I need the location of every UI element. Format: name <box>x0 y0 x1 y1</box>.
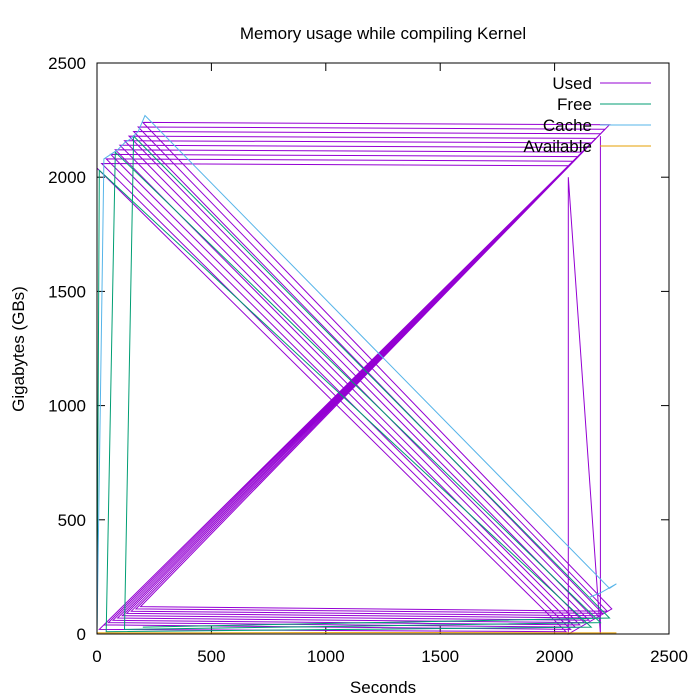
chart-title: Memory usage while compiling Kernel <box>240 24 526 43</box>
legend-label-used: Used <box>552 74 592 93</box>
y-tick-label: 500 <box>58 511 86 530</box>
series-line-used <box>96 121 613 635</box>
legend-label-cache: Cache <box>543 116 592 135</box>
series-layer <box>96 114 617 635</box>
plot-frame <box>96 62 670 635</box>
x-tick-label: 2000 <box>536 647 574 666</box>
series-line-free <box>96 134 611 635</box>
legend: Used Free Cache Available <box>523 74 651 156</box>
series-line-cache <box>96 114 617 635</box>
x-tick-label: 500 <box>197 647 225 666</box>
x-tick-label: 2500 <box>650 647 688 666</box>
x-tick-label: 0 <box>92 647 101 666</box>
x-axis-title: Seconds <box>350 678 416 697</box>
y-tick-label: 1500 <box>48 282 86 301</box>
y-tick-label: 1000 <box>48 397 86 416</box>
x-tick-label: 1500 <box>421 647 459 666</box>
y-tick-label: 0 <box>77 625 86 644</box>
legend-label-available: Available <box>523 137 592 156</box>
ticks-layer: 0 500 1000 1500 2000 2500 0 500 1000 1500 2000 2500 <box>48 54 688 666</box>
y-tick-label: 2500 <box>48 54 86 73</box>
y-axis-title: Gigabytes (GBs) <box>9 286 28 412</box>
x-tick-label: 1000 <box>307 647 345 666</box>
legend-label-free: Free <box>557 95 592 114</box>
y-tick-label: 2000 <box>48 168 86 187</box>
